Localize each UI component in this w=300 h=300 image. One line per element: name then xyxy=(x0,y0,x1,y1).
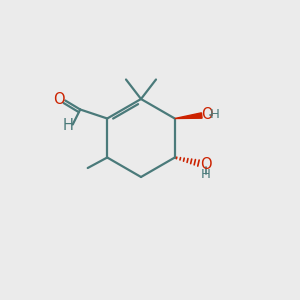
Text: O: O xyxy=(200,157,212,172)
Text: H: H xyxy=(210,108,220,121)
Text: H: H xyxy=(201,168,211,182)
Text: H: H xyxy=(63,118,74,134)
Text: O: O xyxy=(53,92,64,107)
Polygon shape xyxy=(175,113,202,118)
Text: O: O xyxy=(201,107,213,122)
